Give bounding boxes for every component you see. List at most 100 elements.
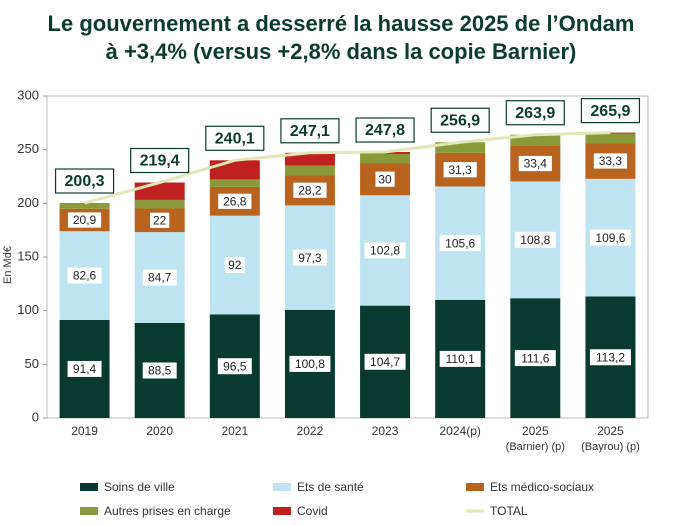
x-tick-label-line: 2025 bbox=[522, 424, 549, 438]
total-label-box bbox=[54, 168, 115, 194]
x-tick-label-line: (Barnier) (p) bbox=[506, 441, 565, 453]
bar-segment bbox=[585, 133, 636, 144]
value-label-box bbox=[142, 362, 177, 379]
value-label-box bbox=[67, 211, 102, 229]
legend-swatch bbox=[273, 483, 291, 491]
value-label: 82,6 bbox=[73, 269, 97, 283]
total-line bbox=[84, 131, 611, 205]
legend-swatch bbox=[80, 507, 98, 515]
x-tick-label: 2021 bbox=[221, 424, 248, 438]
value-label-box bbox=[364, 242, 406, 259]
bar-segment bbox=[134, 182, 185, 200]
value-label: 84,7 bbox=[148, 271, 172, 285]
value-label-box bbox=[364, 353, 406, 370]
value-label: 91,4 bbox=[73, 362, 97, 376]
value-label-box bbox=[439, 350, 481, 367]
x-tick-label-line: (Bayrou) (p) bbox=[581, 441, 640, 453]
value-label-box bbox=[514, 350, 556, 367]
total-label-box bbox=[430, 107, 490, 133]
value-label-box bbox=[292, 181, 328, 199]
value-label: 92 bbox=[228, 258, 242, 272]
value-label: 33,3 bbox=[599, 154, 623, 168]
value-label-box bbox=[514, 231, 556, 248]
chart-title: Le gouvernement a desserré la hausse 202… bbox=[47, 11, 635, 64]
total-label-box bbox=[205, 125, 265, 151]
total-label: 247,1 bbox=[290, 123, 330, 140]
x-tick-label: 2020 bbox=[146, 424, 173, 438]
legend-label: Ets médico-sociaux bbox=[490, 480, 594, 494]
x-tick-label: 2023 bbox=[372, 424, 399, 438]
value-label-box bbox=[442, 161, 478, 179]
value-label: 33,4 bbox=[524, 157, 548, 171]
value-label-box bbox=[289, 355, 331, 372]
value-label: 100,8 bbox=[295, 357, 325, 371]
total-label-box bbox=[280, 118, 340, 144]
bar-segment bbox=[284, 165, 335, 176]
y-tick-label: 0 bbox=[32, 409, 39, 424]
legend-label: Covid bbox=[297, 504, 328, 518]
value-label-box bbox=[292, 249, 327, 266]
value-label-box bbox=[589, 349, 631, 366]
y-tick-label: 200 bbox=[17, 195, 39, 210]
total-label: 200,3 bbox=[65, 173, 105, 190]
value-label: 105,6 bbox=[445, 236, 475, 250]
value-label: 109,6 bbox=[595, 231, 625, 245]
y-tick-label: 300 bbox=[17, 87, 39, 102]
value-label-box bbox=[224, 257, 245, 274]
value-label: 20,9 bbox=[73, 213, 97, 227]
value-label: 30 bbox=[378, 172, 392, 186]
legend-swatch bbox=[273, 507, 291, 515]
value-label-box bbox=[149, 211, 171, 229]
value-label: 96,5 bbox=[223, 359, 247, 373]
legend-swatch bbox=[466, 483, 484, 491]
legend-label: Autres prises en charge bbox=[104, 504, 231, 518]
total-label-box bbox=[355, 117, 415, 143]
total-label-box bbox=[580, 98, 641, 124]
value-label: 102,8 bbox=[370, 244, 400, 258]
value-label-box bbox=[67, 267, 102, 284]
legend-label: Soins de ville bbox=[104, 480, 175, 494]
legend-label: Ets de santé bbox=[297, 480, 364, 494]
x-tick-label: 2024(p) bbox=[440, 424, 481, 438]
legend-label: TOTAL bbox=[490, 504, 528, 518]
value-label: 88,5 bbox=[148, 364, 172, 378]
y-axis-label: En Md€ bbox=[2, 246, 14, 284]
value-label: 28,2 bbox=[298, 183, 322, 197]
value-label-box bbox=[142, 269, 177, 286]
value-label: 110,1 bbox=[446, 352, 475, 366]
total-label-box bbox=[130, 147, 190, 174]
x-tick-label-line: 2025 bbox=[597, 424, 624, 438]
bar-segment bbox=[284, 152, 335, 166]
y-tick-label: 150 bbox=[17, 248, 39, 263]
value-label-box bbox=[439, 235, 481, 252]
value-label: 113,2 bbox=[596, 350, 625, 364]
value-label-box bbox=[374, 170, 396, 188]
y-tick-label: 100 bbox=[17, 302, 39, 317]
bar-segment bbox=[435, 142, 486, 153]
total-label-box bbox=[505, 100, 565, 126]
y-tick-label: 50 bbox=[25, 356, 39, 371]
total-label: 256,9 bbox=[440, 112, 480, 129]
value-label-box bbox=[593, 152, 628, 170]
y-tick-label: 250 bbox=[17, 141, 39, 156]
x-tick-label: 2025 (Barnier) (p) bbox=[506, 424, 565, 453]
value-label-box bbox=[517, 155, 553, 172]
value-label-box bbox=[217, 192, 253, 210]
value-label: 108,8 bbox=[520, 233, 550, 247]
total-label: 240,1 bbox=[215, 131, 255, 148]
value-label: 31,3 bbox=[449, 163, 473, 177]
value-label: 111,6 bbox=[521, 351, 550, 365]
value-label: 22 bbox=[153, 213, 167, 227]
total-label: 265,9 bbox=[590, 103, 630, 120]
x-tick-label: 2025 (Bayrou) (p) bbox=[581, 424, 640, 453]
value-label: 26,8 bbox=[223, 194, 247, 208]
bar-segment bbox=[134, 199, 185, 209]
total-label: 263,9 bbox=[515, 105, 555, 122]
x-tick-label: 2022 bbox=[297, 424, 324, 438]
bar-segment bbox=[209, 160, 260, 180]
value-label-box bbox=[67, 360, 102, 377]
bar-segment bbox=[59, 203, 110, 209]
bar-segment bbox=[360, 153, 411, 164]
legend-swatch bbox=[80, 483, 98, 491]
